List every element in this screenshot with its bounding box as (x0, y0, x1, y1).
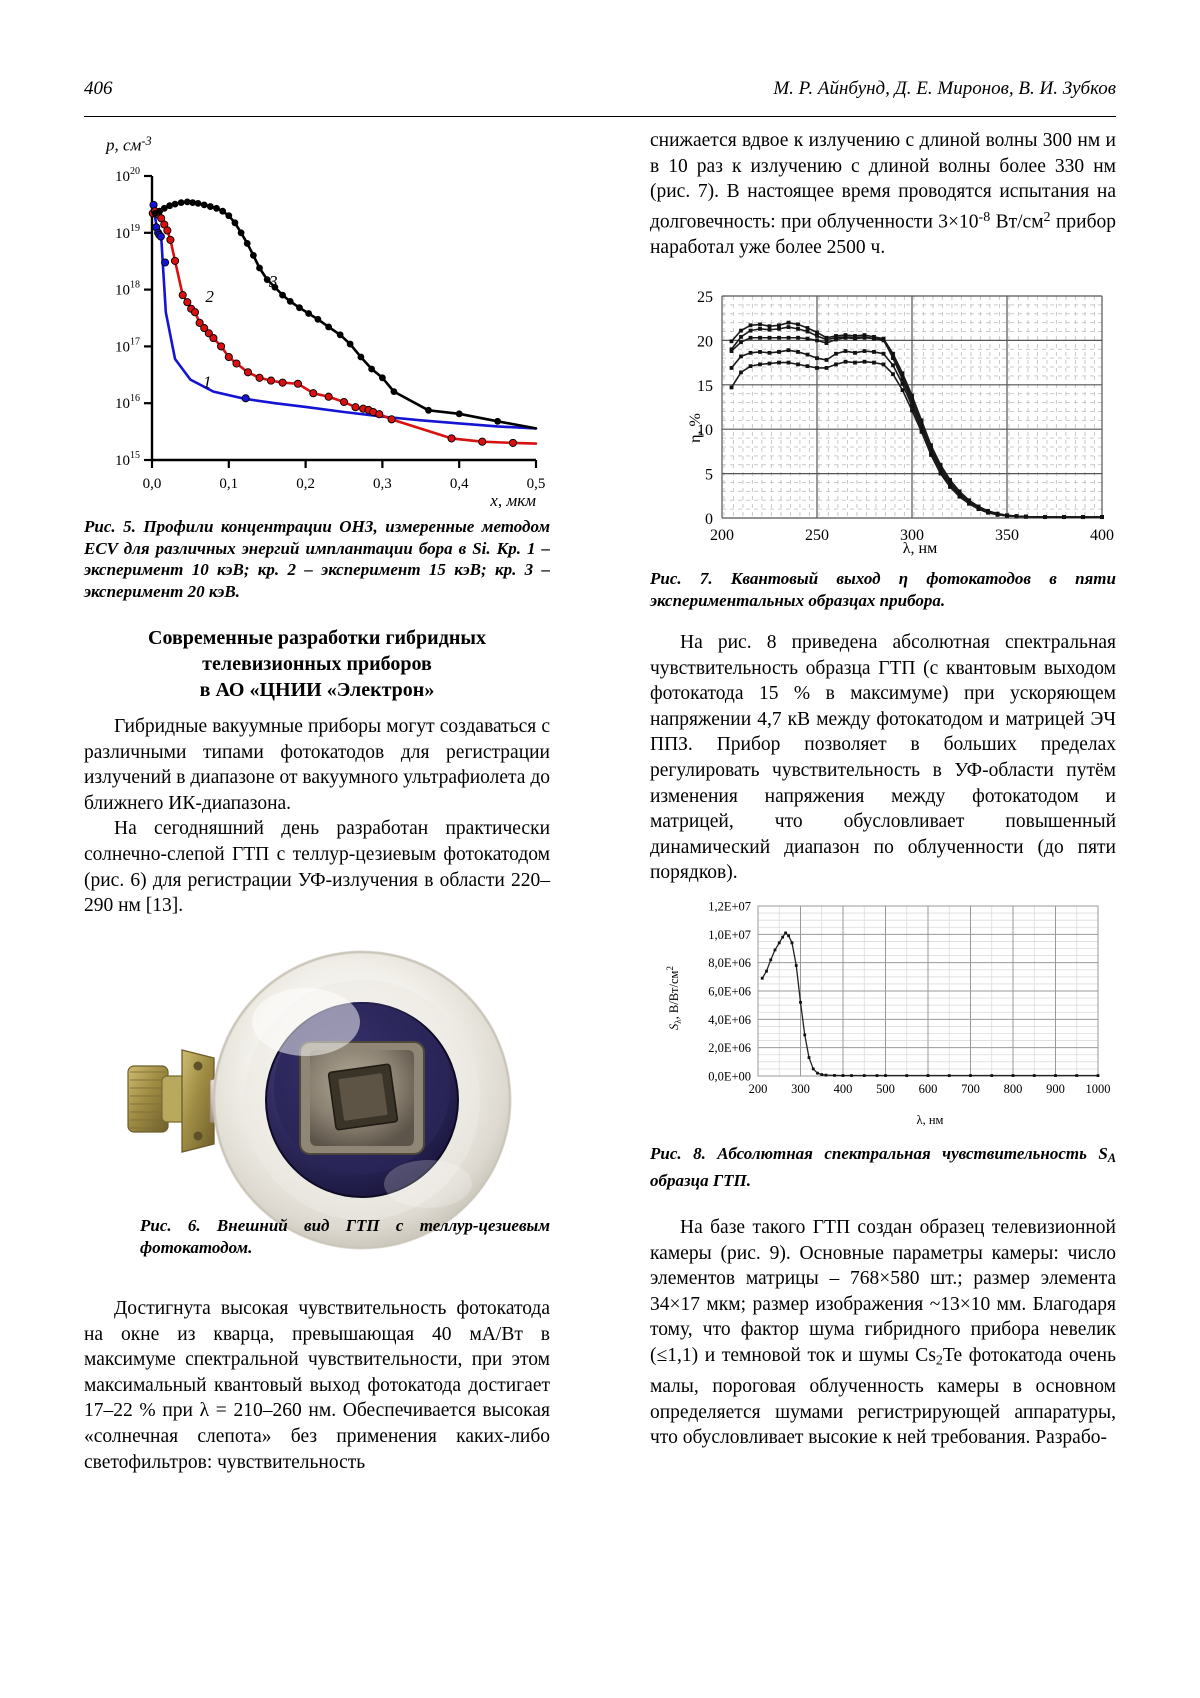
paragraph-top-exp2: 2 (1044, 209, 1051, 225)
paragraph-r2: На рис. 8 приведена абсолютная спектраль… (650, 630, 1116, 886)
figure-8-caption: Рис. 8. Абсолютная спектральная чувствит… (650, 1143, 1116, 1191)
svg-text:25: 25 (697, 289, 713, 306)
fig8-plot: 200 300 400 500 600 700 800 900 1000 0,0E+00 2,0E+… (650, 888, 1116, 1128)
left-column-paragraph-3: Достигнута высокая чувствительность фото… (84, 1296, 550, 1475)
svg-text:200: 200 (749, 1082, 768, 1096)
subheading-line-2: телевизионных приборов (84, 651, 550, 677)
svg-text:2,0E+06: 2,0E+06 (708, 1041, 751, 1055)
svg-text:0,0E+00: 0,0E+00 (708, 1070, 751, 1084)
svg-text:300: 300 (791, 1082, 810, 1096)
paragraph-r3: На базе такого ГТП создан образец телеви… (650, 1215, 1116, 1451)
svg-text:20: 20 (697, 333, 713, 350)
svg-text:350: 350 (995, 527, 1019, 544)
paragraph-1: Гибридные вакуумные приборы могут создав… (84, 714, 550, 816)
svg-text:1018: 1018 (115, 280, 140, 299)
fig7-plot: 2002503003504000510152025 η, % λ, нм (650, 268, 1116, 558)
svg-text:1: 1 (203, 372, 212, 391)
paragraph-top-exp: -8 (979, 209, 991, 225)
figure-6-caption: Рис. 6. Внешний вид ГТП с теллур-цезиевы… (140, 1215, 550, 1258)
svg-text:6,0E+06: 6,0E+06 (708, 985, 751, 999)
svg-text:800: 800 (1004, 1082, 1023, 1096)
running-head: 406 М. Р. Айнбунд, Д. Е. Миронов, В. И. … (84, 78, 1116, 112)
author-line: М. Р. Айнбунд, Д. Е. Миронов, В. И. Зубк… (773, 78, 1116, 100)
svg-text:λ, нм: λ, нм (903, 540, 937, 557)
figure-8-chart: 200 300 400 500 600 700 800 900 1000 0,0E+00 2,0E+… (650, 888, 1116, 1128)
right-column-paragraph-3: На базе такого ГТП создан образец телеви… (650, 1215, 1116, 1451)
page-number: 406 (84, 78, 113, 100)
header-rule (84, 116, 1116, 117)
svg-text:1020: 1020 (115, 166, 140, 185)
svg-text:400: 400 (1090, 527, 1114, 544)
svg-text:x, мкм: x, мкм (489, 491, 536, 508)
svg-text:Sλ, В/Вт/см2: Sλ, В/Вт/см2 (665, 966, 683, 1030)
svg-text:1,2E+07: 1,2E+07 (708, 900, 751, 914)
subheading-line-1: Современные разработки гибридных (84, 625, 550, 651)
figure-6-caption-block: Рис. 6. Внешний вид ГТП с теллур-цезиевы… (140, 1215, 550, 1258)
svg-text:1,0E+07: 1,0E+07 (708, 928, 751, 942)
paragraph-r3-a: На базе такого ГТП создан образец телеви… (650, 1217, 1116, 1366)
figure-5-chart: p, см-3 (84, 128, 550, 508)
svg-text:3: 3 (268, 272, 278, 291)
svg-text:0,0: 0,0 (143, 476, 162, 492)
paragraph-2: На сегодняшний день разработан практичес… (84, 816, 550, 918)
svg-text:0,3: 0,3 (373, 476, 392, 492)
right-column-paragraph-2: На рис. 8 приведена абсолютная спектраль… (650, 630, 1116, 886)
svg-text:λ, нм: λ, нм (917, 1113, 944, 1127)
svg-text:0,5: 0,5 (527, 476, 546, 492)
svg-text:200: 200 (710, 527, 734, 544)
svg-text:900: 900 (1046, 1082, 1065, 1096)
svg-text:400: 400 (834, 1082, 853, 1096)
svg-text:0: 0 (705, 511, 713, 528)
svg-text:η, %: η, % (687, 413, 704, 443)
figure-7-chart: 2002503003504000510152025 η, % λ, нм (650, 268, 1116, 558)
svg-text:1016: 1016 (115, 393, 140, 412)
svg-text:1017: 1017 (115, 336, 140, 355)
svg-text:1000: 1000 (1086, 1082, 1111, 1096)
svg-text:2: 2 (205, 287, 214, 306)
figure-5-caption: Рис. 5. Профили концентрации ОНЗ, измере… (84, 516, 550, 602)
paragraph-top: снижается вдвое к излучению с длиной вол… (650, 128, 1116, 260)
svg-text:8,0E+06: 8,0E+06 (708, 956, 751, 970)
svg-text:15: 15 (697, 378, 713, 395)
svg-text:0,1: 0,1 (219, 476, 238, 492)
fig5-plot: 1015 1016 1017 1018 1019 1020 0,0 0,1 0,… (84, 128, 550, 508)
figure-7-caption-block: Рис. 7. Квантовый выход η фотокатодов в … (650, 568, 1116, 611)
right-column-top-paragraph: снижается вдвое к излучению с длиной вол… (650, 128, 1116, 260)
svg-text:1019: 1019 (115, 223, 140, 242)
svg-text:0,4: 0,4 (450, 476, 469, 492)
svg-text:0,2: 0,2 (296, 476, 315, 492)
svg-text:1015: 1015 (115, 450, 140, 469)
svg-text:4,0E+06: 4,0E+06 (708, 1013, 751, 1027)
svg-text:600: 600 (919, 1082, 938, 1096)
svg-text:5: 5 (705, 467, 713, 484)
figure-7-caption: Рис. 7. Квантовый выход η фотокатодов в … (650, 568, 1116, 611)
subheading-line-3: в АО «ЦНИИ «Электрон» (84, 677, 550, 703)
left-column-block-1: Рис. 5. Профили концентрации ОНЗ, измере… (84, 516, 550, 602)
svg-text:500: 500 (876, 1082, 895, 1096)
document-page: 406 М. Р. Айнбунд, Д. Е. Миронов, В. И. … (0, 0, 1200, 1698)
paragraph-top-b: Вт/см (990, 211, 1043, 232)
paragraph-r3-sub: 2 (936, 1352, 943, 1368)
figure-8-caption-a: Рис. 8. Абсолютная спектральная чувствит… (650, 1144, 1108, 1163)
svg-text:700: 700 (961, 1082, 980, 1096)
paragraph-3: Достигнута высокая чувствительность фото… (84, 1296, 550, 1475)
left-column-paragraphs: Гибридные вакуумные приборы могут создав… (84, 714, 550, 919)
figure-8-caption-sub: A (1108, 1151, 1116, 1165)
section-subheading: Современные разработки гибридных телевиз… (84, 625, 550, 703)
figure-8-caption-b: образца ГТП. (650, 1171, 751, 1190)
svg-text:250: 250 (805, 527, 829, 544)
figure-8-caption-block: Рис. 8. Абсолютная спектральная чувствит… (650, 1143, 1116, 1191)
